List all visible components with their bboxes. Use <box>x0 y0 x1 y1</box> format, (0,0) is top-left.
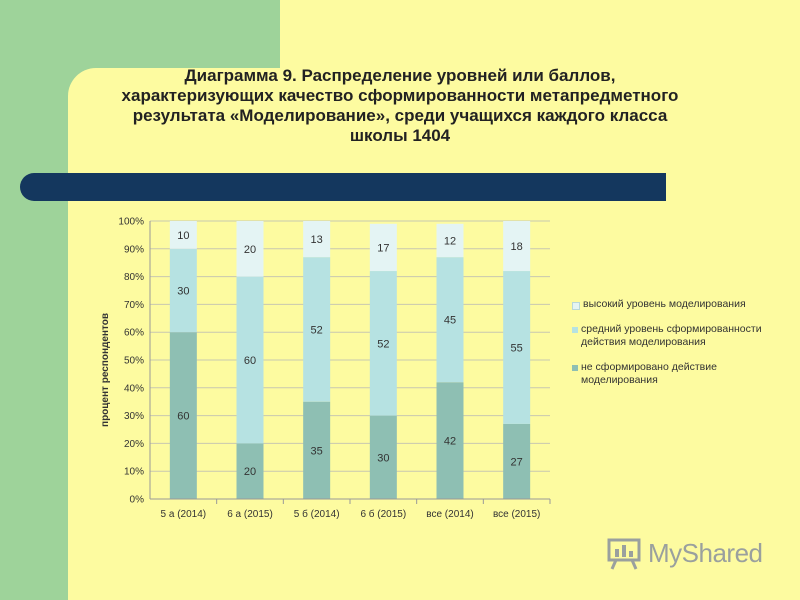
data-label: 20 <box>244 466 256 478</box>
title-line-3: результата «Моделирование», среди учащих… <box>132 106 668 125</box>
y-tick-label: 50% <box>124 356 144 367</box>
legend-item-medium: средний уровень сформированности действи… <box>572 323 762 349</box>
chart-grid <box>149 220 550 500</box>
bar-segment <box>236 443 264 499</box>
logo-text: MyShared <box>648 537 763 568</box>
y-axis-ticks: 0% 10% 20% 30% 40% 50% 60% 70% 80% 90% 100% <box>118 217 144 506</box>
y-tick-label: 80% <box>124 272 144 283</box>
bar-segment <box>303 401 331 499</box>
bar-segment <box>369 415 397 499</box>
y-tick-label: 10% <box>124 467 144 478</box>
myshared-logo: MyShared <box>606 536 763 570</box>
bar-segment <box>303 221 331 258</box>
legend-label-low: не сформировано действие моделирования <box>581 361 717 386</box>
x-tick-label: 5 а (2014) <box>161 509 207 520</box>
bar-segment <box>503 423 531 499</box>
bar-segment <box>436 382 464 499</box>
data-label: 42 <box>444 436 456 448</box>
bar-segment <box>369 271 397 416</box>
bar-segment <box>303 257 331 402</box>
data-label: 17 <box>377 242 389 254</box>
data-label: 27 <box>511 456 523 468</box>
bar-segment <box>436 223 464 258</box>
data-label: 10 <box>177 230 189 242</box>
x-tick-label: все (2014) <box>426 509 473 520</box>
data-label: 30 <box>177 286 189 298</box>
bar-segment <box>236 276 264 444</box>
bar-segment <box>503 271 531 424</box>
data-label: 13 <box>311 234 323 246</box>
legend-swatch-low <box>572 365 578 371</box>
data-label: 55 <box>511 342 523 354</box>
title-line-4: школы 1404 <box>349 126 451 145</box>
bar-segment <box>169 221 197 249</box>
bar-segment <box>169 248 197 333</box>
bar-segment <box>503 221 531 272</box>
data-label: 45 <box>444 315 456 327</box>
x-tick-label: 5 б (2014) <box>294 508 340 520</box>
y-tick-label: 70% <box>124 300 144 311</box>
y-axis-label: процент респондентов <box>100 313 111 427</box>
slide-title: Диаграмма 9. Распределение уровней или б… <box>80 66 720 146</box>
data-label: 12 <box>444 235 456 247</box>
data-label: 52 <box>311 324 323 336</box>
data-label: 35 <box>311 445 323 457</box>
x-tick-label: все (2015) <box>493 509 540 520</box>
bar-segment <box>236 221 264 277</box>
x-tick-label: 6 б (2015) <box>360 508 406 520</box>
y-tick-label: 40% <box>124 383 144 394</box>
y-tick-label: 0% <box>130 495 145 506</box>
legend-swatch-high <box>572 302 580 310</box>
data-label: 18 <box>511 241 523 253</box>
divider-band <box>20 173 666 201</box>
data-label: 60 <box>244 355 256 367</box>
y-tick-label: 100% <box>118 217 144 228</box>
y-tick-label: 90% <box>124 244 144 255</box>
legend-item-high: высокий уровень моделирования <box>572 298 762 311</box>
legend-label-medium: средний уровень сформированности действи… <box>581 323 762 348</box>
data-label: 30 <box>377 452 389 464</box>
bar-segment <box>436 257 464 383</box>
y-tick-label: 30% <box>124 411 144 422</box>
data-label: 52 <box>377 338 389 350</box>
y-tick-label: 20% <box>124 439 144 450</box>
chart-legend: высокий уровень моделирования средний ур… <box>572 298 762 399</box>
data-label: 20 <box>244 244 256 256</box>
bar-segment <box>369 223 397 272</box>
chart-bars: 60 30 10 20 60 20 35 52 13 30 52 17 42 45 12 27 55 18 <box>169 221 531 499</box>
legend-label-high: высокий уровень моделирования <box>583 298 746 310</box>
bar-segment <box>169 332 197 499</box>
x-tick-label: 6 а (2015) <box>227 509 273 520</box>
stacked-bar-chart: 60 30 10 20 60 20 35 52 13 30 52 17 42 45 12 27 55 18 0% 1… <box>100 217 551 520</box>
data-label: 60 <box>177 411 189 423</box>
y-tick-label: 60% <box>124 328 144 339</box>
legend-swatch-medium <box>572 327 578 333</box>
legend-item-low: не сформировано действие моделирования <box>572 361 762 387</box>
title-line-2: характеризующих качество сформированност… <box>121 86 679 105</box>
presentation-board-icon <box>607 538 641 570</box>
title-line-1: Диаграмма 9. Распределение уровней или б… <box>184 66 616 85</box>
x-axis-ticks: 5 а (2014) 6 а (2015) 5 б (2014) 6 б (2015)… <box>150 498 551 520</box>
